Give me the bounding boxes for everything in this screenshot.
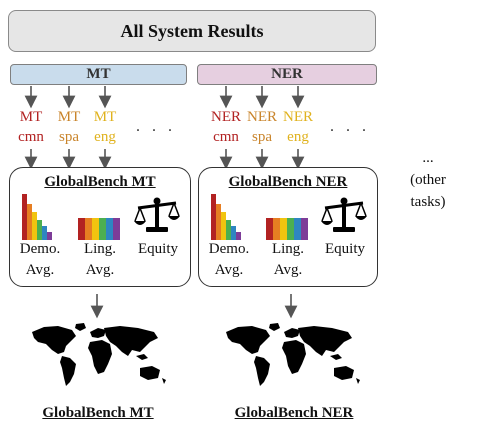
task-bar-mt: MT xyxy=(10,64,187,85)
metric-equity-line1: Equity xyxy=(325,241,365,257)
lang-mt-cmn-task: MT xyxy=(19,109,43,125)
lang-ner-spa: NER spa xyxy=(242,107,282,147)
rainbow-bars-icon xyxy=(266,218,308,240)
metric-ling-line2: Avg. xyxy=(273,262,303,278)
metric-demo-line2: Avg. xyxy=(214,262,244,278)
other-tasks-note: ... (other tasks) xyxy=(398,147,458,213)
metric-demo-avg-mt: Demo. Avg. xyxy=(12,239,68,281)
lang-ner-spa-task: NER xyxy=(247,109,277,125)
lang-ner-cmn-code: cmn xyxy=(213,129,239,145)
world-map-icon xyxy=(226,323,360,386)
metric-ling-line1: Ling. xyxy=(271,241,305,257)
output-label-mt: GlobalBench MT xyxy=(42,405,154,421)
lang-ner-eng: NER eng xyxy=(278,107,318,147)
globalbench-ner-title: GlobalBench NER xyxy=(228,174,348,190)
task-bar-ner: NER xyxy=(197,64,377,85)
histogram-icon xyxy=(22,194,52,240)
lang-mt-spa-code: spa xyxy=(59,129,79,145)
other-tasks-line2: (other xyxy=(410,172,446,188)
balance-scale-icon xyxy=(321,197,367,232)
lang-ner-cmn: NER cmn xyxy=(206,107,246,147)
lang-ner-spa-code: spa xyxy=(252,129,272,145)
metric-ling-line2: Avg. xyxy=(85,262,115,278)
task-label-ner: NER xyxy=(271,66,303,82)
metric-ling-avg-ner: Ling. Avg. xyxy=(260,239,316,281)
lang-ner-cmn-task: NER xyxy=(211,109,241,125)
globalbench-mt-box: GlobalBench MT Demo. Avg. Ling. Avg. xyxy=(9,167,191,287)
metric-demo-line2: Avg. xyxy=(25,262,55,278)
metric-demo-avg-ner: Demo. Avg. xyxy=(201,239,257,281)
lang-mt-spa-task: MT xyxy=(57,109,81,125)
lang-mt-eng-task: MT xyxy=(93,109,117,125)
header-title: All System Results xyxy=(120,20,264,41)
metric-ling-line1: Ling. xyxy=(83,241,117,257)
globalbench-ner-box: GlobalBench NER Demo. Avg. Ling. Avg. xyxy=(198,167,378,287)
globalbench-mt-title: GlobalBench MT xyxy=(44,174,156,190)
metric-demo-line1: Demo. xyxy=(19,241,61,257)
world-map-icon xyxy=(32,323,166,386)
task-label-mt: MT xyxy=(86,66,111,82)
lang-mt-spa: MT spa xyxy=(52,107,86,147)
more-languages-ner: . . . xyxy=(330,118,370,135)
lang-mt-eng-code: eng xyxy=(94,129,116,145)
metric-equity-line1: Equity xyxy=(138,241,178,257)
balance-scale-icon xyxy=(134,197,180,232)
lang-ner-eng-code: eng xyxy=(287,129,309,145)
rainbow-bars-icon xyxy=(78,218,120,240)
other-tasks-ellipsis: ... xyxy=(422,150,434,166)
other-tasks-line3: tasks) xyxy=(410,194,446,210)
metric-demo-line1: Demo. xyxy=(208,241,250,257)
lang-mt-eng: MT eng xyxy=(88,107,122,147)
more-languages-mt: . . . xyxy=(136,118,176,135)
lang-mt-cmn: MT cmn xyxy=(14,107,48,147)
metric-ling-avg-mt: Ling. Avg. xyxy=(72,239,128,281)
lang-ner-eng-task: NER xyxy=(283,109,313,125)
metric-equity-mt: Equity xyxy=(128,239,188,260)
histogram-icon xyxy=(211,194,241,240)
metric-equity-ner: Equity xyxy=(315,239,375,260)
all-system-results-box: All System Results xyxy=(8,10,376,52)
output-label-ner: GlobalBench NER xyxy=(234,405,354,421)
lang-mt-cmn-code: cmn xyxy=(18,129,44,145)
